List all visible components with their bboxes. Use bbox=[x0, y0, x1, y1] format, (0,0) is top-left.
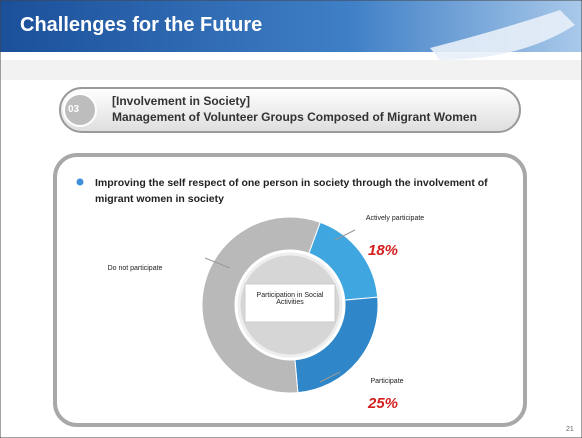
bullet-dot bbox=[77, 179, 84, 186]
section-label: [Involvement in Society] bbox=[112, 94, 250, 108]
value-label: 25% bbox=[368, 395, 398, 412]
category-label: Actively participate bbox=[360, 215, 430, 222]
bullet-text: Improving the self respect of one person… bbox=[95, 175, 515, 207]
category-label: Do not participate bbox=[100, 265, 170, 272]
center-label: Participation in Social Activities bbox=[245, 292, 335, 306]
category-label: Participate bbox=[352, 378, 422, 385]
value-label: 18% bbox=[368, 242, 398, 259]
slide-graphics bbox=[0, 0, 582, 438]
page-number: 21 bbox=[566, 426, 574, 433]
pattern-band bbox=[0, 60, 582, 80]
slide: Challenges for the Future 03 [Involvemen… bbox=[0, 0, 582, 438]
section-number: 03 bbox=[68, 104, 79, 115]
section-title: Management of Volunteer Groups Composed … bbox=[112, 110, 477, 124]
slide-title: Challenges for the Future bbox=[20, 14, 262, 37]
